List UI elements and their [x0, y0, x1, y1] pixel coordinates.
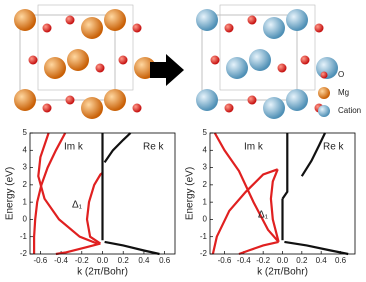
cell-edge	[219, 4, 316, 91]
atom	[132, 103, 142, 113]
atom	[95, 63, 105, 73]
x-tick-label: 0.0	[97, 256, 109, 265]
x-tick-label: -0.4	[237, 256, 251, 265]
band-curve	[211, 168, 279, 255]
x-axis-label: k (2π/Bohr)	[257, 267, 308, 278]
atom	[28, 55, 38, 65]
y-axis-label: Energy (eV)	[185, 167, 196, 220]
x-tick-label: -0.6	[218, 256, 232, 265]
plot-frame	[29, 132, 176, 255]
atom	[314, 23, 324, 33]
plot-frame	[209, 132, 356, 255]
x-tick-label: -0.2	[75, 256, 89, 265]
x-tick-label: 0.0	[277, 256, 289, 265]
atom	[81, 97, 103, 119]
atom	[104, 89, 126, 111]
y-tick-label: 0	[23, 215, 28, 224]
atom	[42, 23, 52, 33]
y-tick-label: 4	[23, 145, 28, 154]
atom	[210, 55, 220, 65]
x-tick-label: -0.6	[33, 256, 47, 265]
x-tick-label: 0.6	[159, 256, 171, 265]
atom	[247, 95, 257, 105]
band-curve	[104, 240, 160, 256]
y-tick-label: -1	[200, 232, 208, 241]
atom	[300, 55, 310, 65]
atom	[263, 17, 285, 39]
atom	[226, 57, 248, 79]
band-curve	[300, 132, 326, 177]
band-curve	[281, 133, 289, 200]
annotation: Re k	[323, 142, 345, 153]
crystal-structures	[14, 4, 338, 119]
legend-swatch	[318, 87, 330, 99]
x-tick-label: 0.4	[316, 256, 328, 265]
y-axis-label: Energy (eV)	[5, 167, 16, 220]
y-tick-label: 1	[203, 197, 208, 206]
band-curve	[37, 132, 98, 245]
atom	[247, 15, 257, 25]
atom	[14, 89, 36, 111]
band-curve	[103, 132, 132, 164]
atom	[65, 95, 75, 105]
annotation: Δ₁	[72, 200, 83, 211]
y-tick-label: -2	[200, 249, 208, 258]
atom	[118, 55, 128, 65]
atom	[286, 89, 308, 111]
arrow	[150, 54, 184, 86]
legend-swatch	[320, 71, 328, 79]
cell-edge	[37, 4, 134, 91]
band-curve	[55, 242, 101, 256]
band-curve	[85, 171, 104, 245]
y-tick-label: -1	[20, 232, 28, 241]
atom	[196, 9, 218, 31]
atom	[67, 49, 89, 71]
legend-swatch	[318, 105, 330, 117]
y-tick-label: 0	[203, 215, 208, 224]
atom	[196, 89, 218, 111]
y-tick-label: 2	[23, 180, 28, 189]
legend-label: O	[338, 70, 344, 79]
band-curve	[269, 168, 280, 243]
atom	[14, 9, 36, 31]
x-tick-label: 0.4	[138, 256, 150, 265]
y-tick-label: 2	[203, 180, 208, 189]
annotation: Re k	[143, 142, 165, 153]
x-tick-label: 0.2	[118, 256, 130, 265]
annotation: Im k	[64, 142, 84, 153]
y-tick-label: 3	[203, 163, 208, 172]
y-tick-label: 5	[203, 128, 208, 137]
legend-label: Cation	[338, 106, 361, 115]
y-tick-label: 1	[23, 197, 28, 206]
y-tick-label: 3	[23, 163, 28, 172]
y-tick-label: -2	[20, 249, 28, 258]
legend-label: Mg	[338, 88, 349, 97]
band-curve	[213, 132, 280, 243]
x-axis-label: k (2π/Bohr)	[77, 267, 128, 278]
atom	[44, 57, 66, 79]
atom	[277, 63, 287, 73]
atom	[286, 9, 308, 31]
atom	[249, 49, 271, 71]
annotation: Im k	[244, 142, 264, 153]
band-curve	[284, 240, 349, 256]
atom	[65, 15, 75, 25]
annotation: Δ₁	[258, 210, 269, 221]
band-curve	[33, 132, 67, 254]
atom	[224, 103, 234, 113]
x-tick-label: 0.2	[296, 256, 308, 265]
y-tick-label: 4	[203, 145, 208, 154]
atom	[224, 23, 234, 33]
atom	[132, 23, 142, 33]
y-tick-label: 5	[23, 128, 28, 137]
x-tick-label: 0.6	[335, 256, 347, 265]
x-tick-label: -0.2	[256, 256, 270, 265]
atom	[42, 103, 52, 113]
x-tick-label: -0.4	[54, 256, 68, 265]
atom	[263, 97, 285, 119]
atom	[104, 9, 126, 31]
atom	[81, 17, 103, 39]
band-curve	[238, 240, 279, 256]
